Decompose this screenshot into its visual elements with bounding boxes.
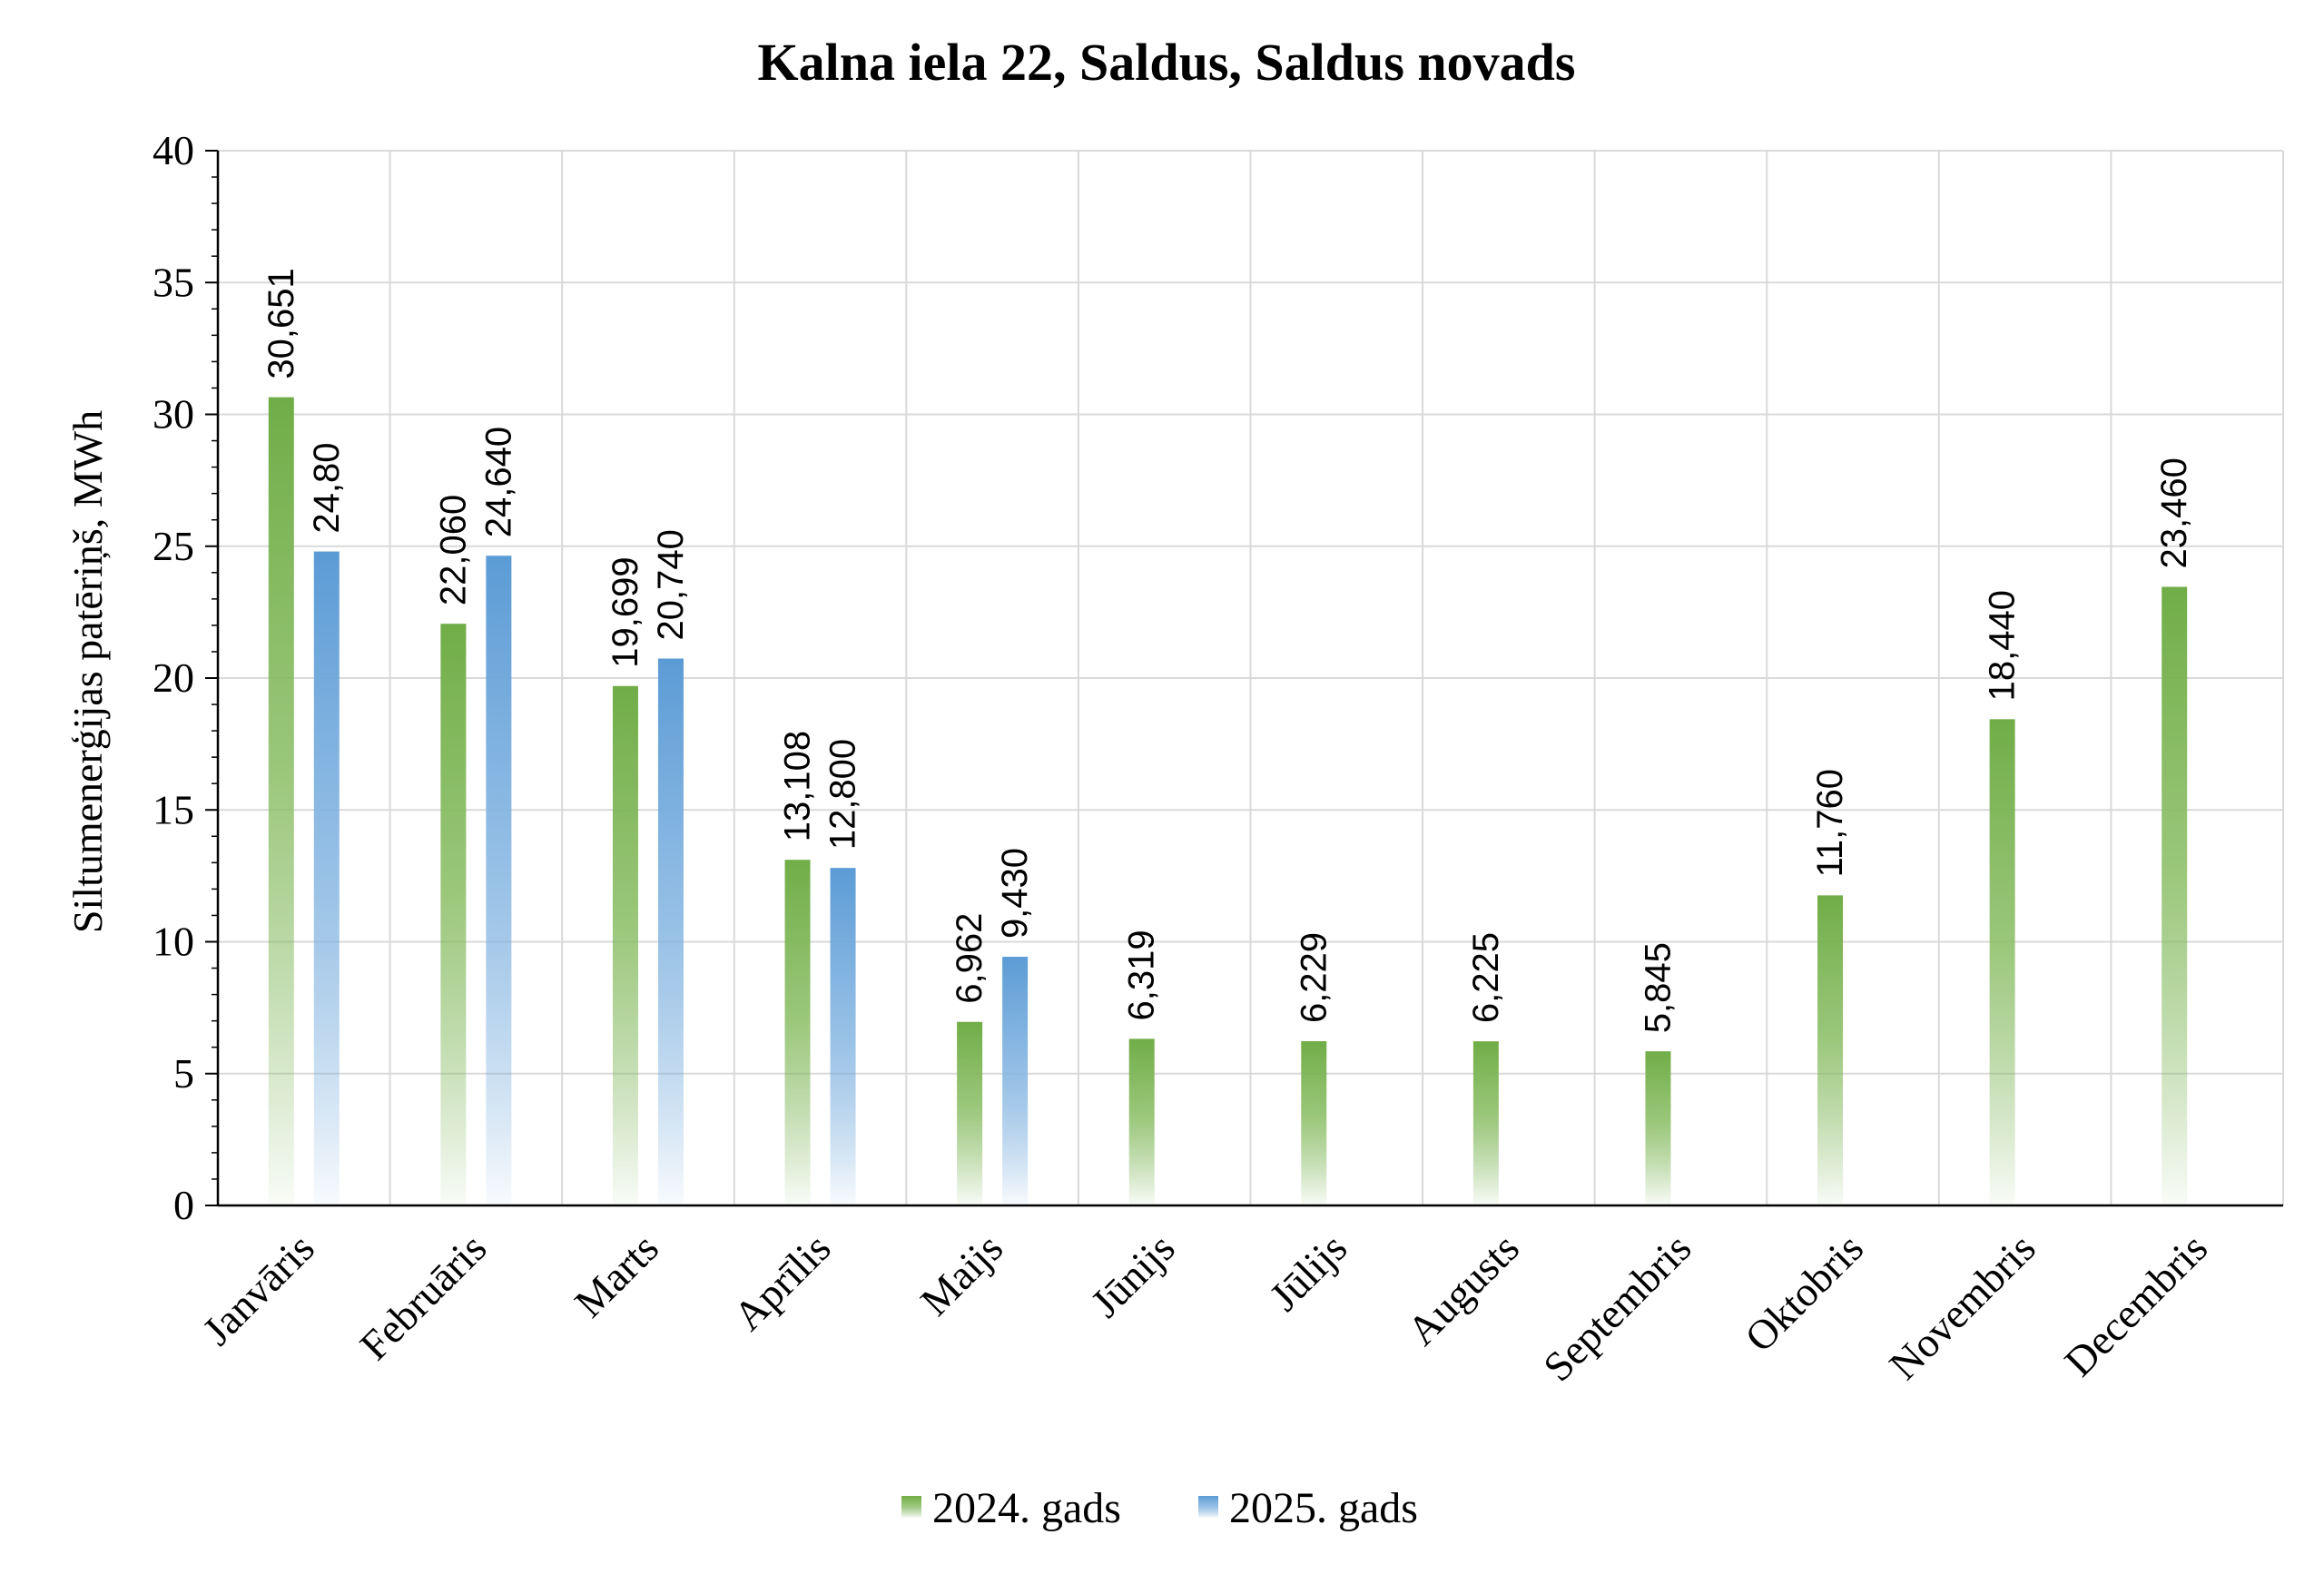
bar-2025-3 <box>830 868 856 1205</box>
x-tick-label: Februāris <box>351 1225 496 1369</box>
legend-label-2025: 2025. gads <box>1229 1484 1418 1532</box>
bar-2024-8 <box>1645 1051 1671 1205</box>
bar-2025-2 <box>657 658 684 1205</box>
y-tick-label: 25 <box>153 523 194 569</box>
bar-2024-10 <box>1989 719 2015 1205</box>
bar-2025-0 <box>313 551 340 1205</box>
y-tick-label: 20 <box>153 654 194 701</box>
y-tick-label: 40 <box>153 127 194 173</box>
x-tick-labels: Janvāris Februāris Marts Aprīlis Maijs Jūnijs… <box>193 1225 2216 1390</box>
bars <box>268 397 2188 1205</box>
data-label: 24,80 <box>307 442 347 533</box>
axes <box>205 150 2283 1207</box>
data-label: 13,108 <box>778 731 818 841</box>
data-label: 9,430 <box>995 848 1035 939</box>
legend-label-2024: 2024. gads <box>932 1484 1121 1532</box>
y-tick-label: 10 <box>153 919 194 965</box>
bar-2025-1 <box>486 556 512 1205</box>
x-tick-label: Decembris <box>2055 1225 2216 1385</box>
legend: 2024. gads 2025. gads <box>901 1484 1418 1532</box>
bar-2024-7 <box>1472 1041 1499 1205</box>
bar-2024-0 <box>268 397 294 1205</box>
bar-2024-4 <box>957 1021 983 1205</box>
bar-2024-1 <box>440 624 467 1205</box>
x-tick-label: Janvāris <box>193 1225 323 1354</box>
bar-2024-11 <box>2162 586 2188 1205</box>
x-tick-label: Novembris <box>1880 1225 2044 1389</box>
data-label: 22,060 <box>433 495 473 605</box>
y-tick-label: 15 <box>153 786 194 832</box>
data-label: 6,319 <box>1122 930 1162 1020</box>
data-label: 20,740 <box>651 529 691 640</box>
data-label: 6,225 <box>1466 932 1506 1023</box>
legend-swatch-2024 <box>901 1496 921 1518</box>
y-tick-labels: 0 5 10 15 20 25 30 35 40 <box>153 127 194 1228</box>
data-label: 6,229 <box>1294 932 1334 1023</box>
data-label: 23,460 <box>2154 457 2194 568</box>
bar-2024-6 <box>1301 1041 1327 1205</box>
y-tick-label: 5 <box>173 1050 194 1097</box>
data-label: 24,640 <box>478 427 518 537</box>
data-label: 19,699 <box>606 556 645 667</box>
y-axis-label: Siltumenerģijas patēriņš, MWh <box>64 410 111 933</box>
bar-2024-2 <box>612 685 638 1205</box>
x-tick-label: Oktobris <box>1736 1225 1872 1361</box>
y-tick-label: 30 <box>153 391 194 438</box>
data-label: 5,845 <box>1638 942 1678 1033</box>
x-tick-label: Maijs <box>911 1225 1011 1324</box>
x-tick-label: Marts <box>566 1225 667 1326</box>
bar-2025-4 <box>1002 957 1029 1205</box>
data-label: 18,440 <box>1983 590 2023 701</box>
bar-2024-9 <box>1817 895 1844 1205</box>
x-tick-label: Aprīlis <box>724 1225 839 1339</box>
x-tick-label: Septembris <box>1534 1225 1699 1390</box>
data-label: 12,800 <box>823 739 863 850</box>
data-label: 30,651 <box>261 268 301 379</box>
data-label: 11,760 <box>1810 769 1850 877</box>
bar-2024-5 <box>1128 1038 1155 1205</box>
x-tick-label: Augusts <box>1398 1225 1528 1354</box>
data-labels: 30,651 22,060 19,699 13,108 6,962 6,319 6,229 6… <box>261 268 2194 1033</box>
y-tick-label: 35 <box>153 259 194 305</box>
data-label: 6,962 <box>950 913 990 1004</box>
bar-2024-3 <box>784 860 811 1205</box>
x-tick-label: Jūlijs <box>1261 1225 1356 1320</box>
y-tick-label: 0 <box>173 1182 194 1228</box>
x-tick-label: Jūnijs <box>1082 1225 1184 1326</box>
chart-title: Kalna iela 22, Saldus, Saldus novads <box>758 33 1576 92</box>
legend-swatch-2025 <box>1198 1496 1218 1518</box>
gridlines <box>218 150 2284 1205</box>
